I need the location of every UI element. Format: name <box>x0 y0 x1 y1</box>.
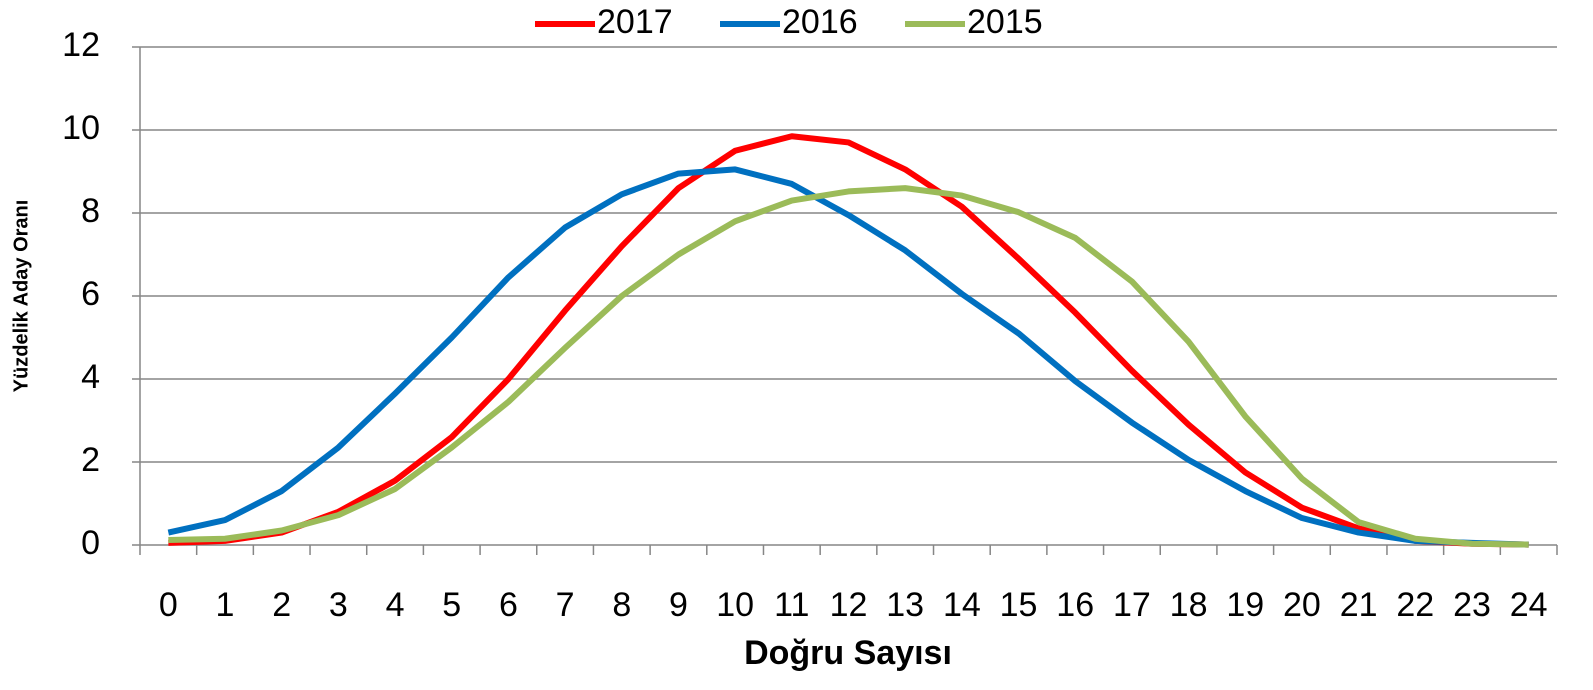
x-tick-label: 23 <box>1453 586 1491 624</box>
y-tick-label: 6 <box>81 275 100 313</box>
y-tick-label: 12 <box>62 26 100 64</box>
x-tick-label: 3 <box>329 586 348 624</box>
legend-label: 2017 <box>597 3 673 41</box>
x-tick-label: 16 <box>1056 586 1094 624</box>
x-tick-label: 6 <box>499 586 518 624</box>
y-axis-title: Yüzdelik Aday Oranı <box>10 200 32 393</box>
x-tick-label: 20 <box>1283 586 1321 624</box>
y-tick-label: 8 <box>81 192 100 230</box>
y-tick-label: 10 <box>62 109 100 147</box>
x-tick-label: 2 <box>272 586 291 624</box>
x-tick-label: 17 <box>1113 586 1151 624</box>
x-tick-label: 7 <box>556 586 575 624</box>
x-tick-label: 12 <box>830 586 868 624</box>
x-tick-label: 1 <box>216 586 235 624</box>
x-tick-label: 10 <box>716 586 754 624</box>
x-tick-label: 11 <box>774 586 809 624</box>
y-tick-label: 0 <box>81 524 100 562</box>
x-tick-label: 22 <box>1396 586 1434 624</box>
legend-label: 2016 <box>782 3 858 41</box>
line-series <box>168 185 1529 548</box>
x-tick-label: 18 <box>1170 586 1208 624</box>
x-tick-label: 5 <box>442 586 461 624</box>
x-tick-label: 8 <box>612 586 631 624</box>
x-axis-title: Doğru Sayısı <box>744 634 952 672</box>
x-tick-label: 19 <box>1226 586 1264 624</box>
x-tick-label: 15 <box>1000 586 1038 624</box>
x-tick-label: 14 <box>943 586 981 624</box>
x-tick-label: 4 <box>386 586 405 624</box>
line-series <box>167 166 1529 548</box>
legend-label: 2015 <box>967 3 1043 41</box>
x-tick-label: 21 <box>1340 586 1378 624</box>
y-tick-label: 2 <box>81 441 100 479</box>
x-tick-label: 13 <box>886 586 924 624</box>
x-tick-label: 0 <box>159 586 178 624</box>
line-series <box>168 133 1529 548</box>
y-tick-label: 4 <box>81 358 100 396</box>
x-tick-label: 24 <box>1510 586 1548 624</box>
x-tick-label: 9 <box>669 586 688 624</box>
